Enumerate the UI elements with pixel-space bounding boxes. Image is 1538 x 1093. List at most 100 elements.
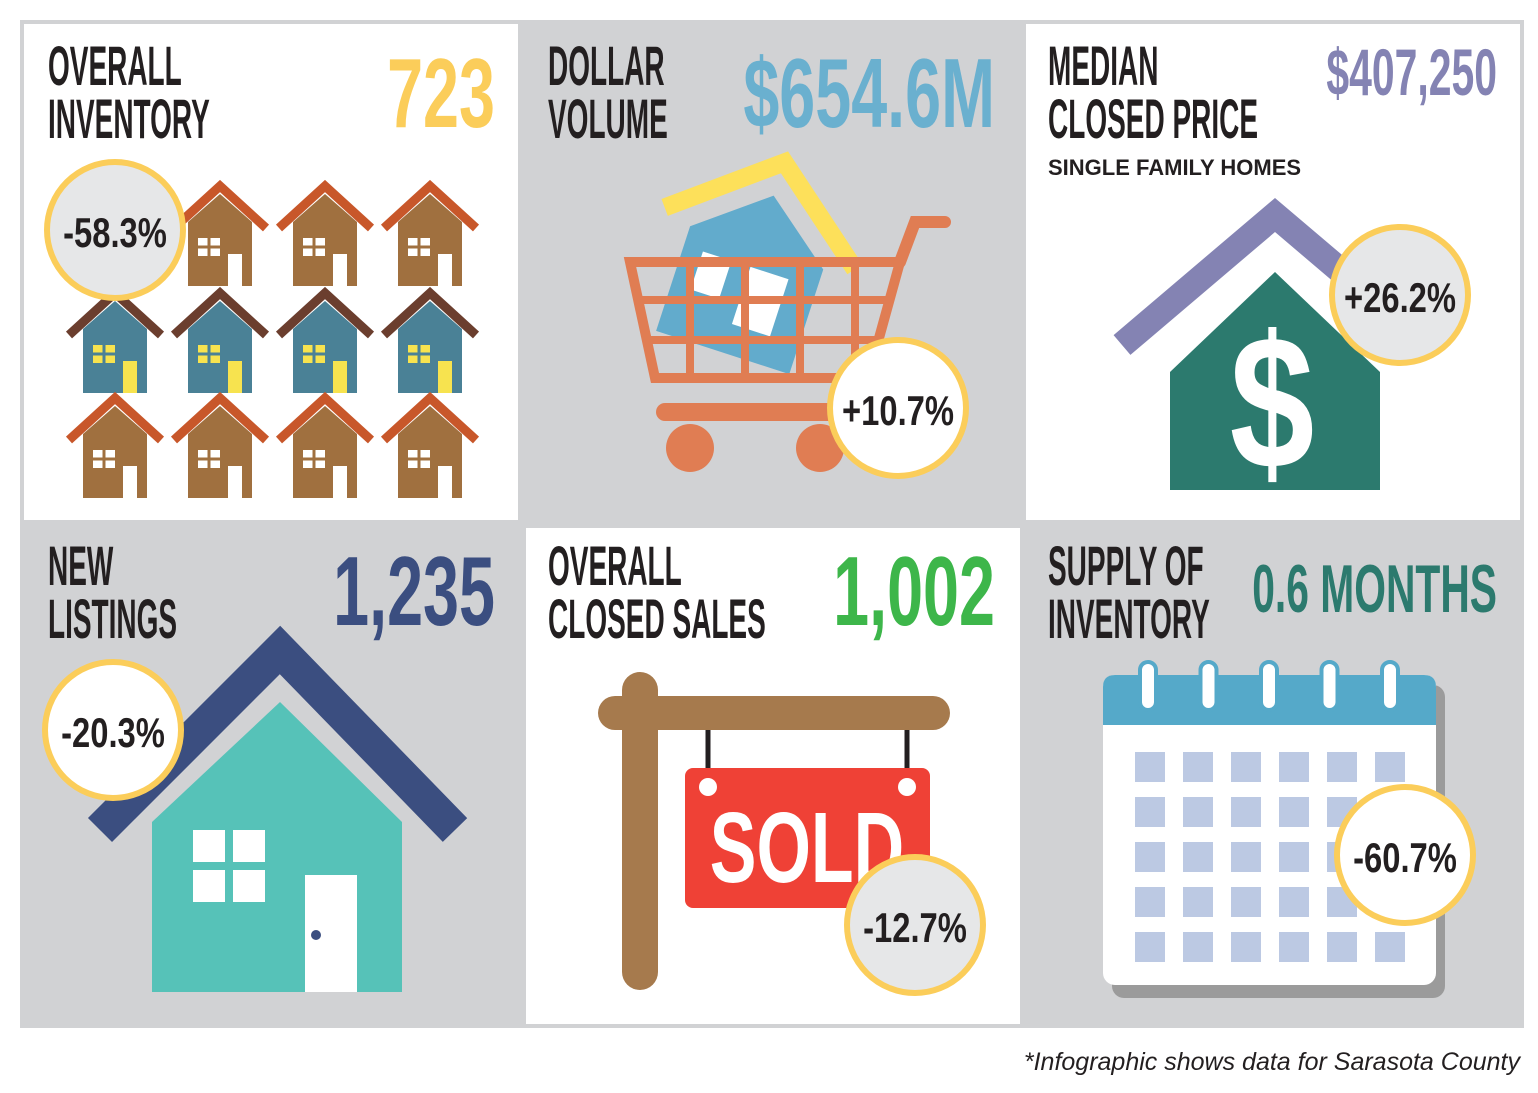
icon-shape [1231,797,1261,827]
icon-shape [1375,752,1405,782]
icon-shape: -20.3% [61,709,165,756]
icon-shape: CLOSED SALES [548,589,766,651]
change-label: -12.7% [863,904,967,951]
icon-shape [622,672,658,990]
change-label: +10.7% [842,387,954,434]
icon-shape [233,870,265,902]
panel-title: SUPPLY OF [1048,536,1204,598]
icon-shape [898,778,916,796]
cart-icon [623,151,951,472]
icon-shape [666,424,714,472]
icon-shape [1279,842,1309,872]
icon-shape [1135,752,1165,782]
icon-shape [1170,272,1380,490]
icon-shape [1259,660,1279,712]
panel-new-listings: NEW LISTINGS 1,235 -20.3% [42,536,495,992]
panel-value: 723 [387,38,495,148]
panel-subtitle: SINGLE FAMILY HOMES [1048,155,1301,180]
icon-text: $ [1230,297,1315,509]
change-badge [1329,224,1471,366]
panel-closed-sales: OVERALL CLOSED SALES 1,002 SOLD -12.7% [548,536,995,996]
icon-shape: -58.3% [63,209,167,256]
panel-median-price: MEDIAN CLOSED PRICE $407,250 SINGLE FAMI… [1048,35,1497,509]
icon-shape: LISTINGS [48,589,177,651]
price-house-icon: $ [1113,197,1437,509]
icon-shape [796,424,844,472]
icon-shape: INVENTORY [48,89,210,151]
icon-shape [1135,932,1165,962]
panel-title: INVENTORY [1048,589,1210,651]
icon-shape: OVERALL [48,36,182,98]
icon-shape: $654.6M [743,38,995,148]
panel-title: MEDIAN [1048,36,1158,98]
icon-shape: +26.2% [1344,274,1456,321]
panel-value: $654.6M [743,38,995,148]
icon-shape [1380,660,1400,712]
icon-shape: 1,002 [833,536,995,646]
icon-shape [699,778,717,796]
icon-shape [1135,797,1165,827]
icon-shape [1135,887,1165,917]
icon-shape: +10.7% [842,387,954,434]
panel-value: $407,250 [1326,35,1497,110]
icon-shape: -60.7% [1353,834,1457,881]
panel-inventory: OVERALL INVENTORY 723 -58.3% [44,36,495,498]
icon-shape: $407,250 [1326,35,1497,110]
icon-shape: OVERALL [548,536,682,598]
icon-shape [1183,932,1213,962]
panel-title: INVENTORY [48,89,210,151]
icon-shape [598,696,950,730]
change-badge [827,337,969,479]
icon-shape: CLOSED PRICE [1048,89,1258,151]
change-badge [844,854,986,996]
icon-shape [661,151,863,275]
change-badge [42,659,184,801]
change-label: +26.2% [1344,274,1456,321]
icon-shape [1198,660,1219,712]
icon-shape [233,830,265,862]
change-badge [44,159,186,301]
icon-shape [1279,752,1309,782]
icon-shape [640,262,890,378]
icon-shape [1279,887,1309,917]
icon-shape [1231,752,1261,782]
panel-title: VOLUME [548,89,668,151]
icon-shape [1138,660,1158,712]
icon-shape [311,930,321,940]
change-label: -20.3% [61,709,165,756]
panel-value: 1,235 [333,536,495,646]
icon-shape [1327,752,1357,782]
icon-shape: -12.7% [863,904,967,951]
change-label: -60.7% [1353,834,1457,881]
icon-shape [1319,660,1340,712]
icon-shape [193,830,225,862]
panel-title: CLOSED PRICE [1048,89,1258,151]
change-badge [1334,784,1476,926]
icon-shape [1231,842,1261,872]
icon-shape [656,195,824,375]
icon-shape [1327,932,1357,962]
icon-shape [1183,752,1213,782]
panel-dollar-volume: DOLLAR VOLUME $654.6M +10.7% [548,36,995,479]
icon-shape: INVENTORY [1048,589,1210,651]
icon-shape [1135,842,1165,872]
icon-shape: NEW [48,536,113,598]
icon-shape: 1,235 [333,536,495,646]
icon-shape [1231,887,1261,917]
panel-value: 1,002 [833,536,995,646]
icon-shape [1279,797,1309,827]
icon-shape [193,870,225,902]
icon-shape [1279,932,1309,962]
icon-shape [1183,797,1213,827]
panel-supply: SUPPLY OF INVENTORY 0.6 MONTHS -60.7% [1048,536,1497,998]
icon-shape: 723 [387,38,495,148]
panel-title: OVERALL [48,36,182,98]
icon-shape [1183,842,1213,872]
icon-shape [1375,932,1405,962]
panel-title: NEW [48,536,113,598]
icon-shape: SUPPLY OF [1048,536,1204,598]
icon-shape [894,216,951,268]
panel-title: CLOSED SALES [548,589,766,651]
